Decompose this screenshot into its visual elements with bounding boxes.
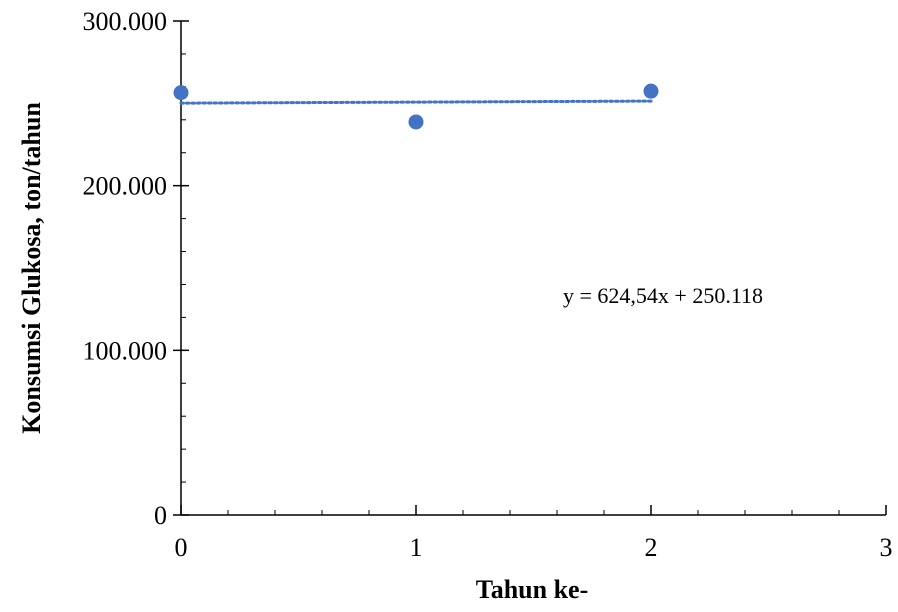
y-tick-label: 0 xyxy=(154,501,167,530)
data-point xyxy=(408,114,424,130)
data-point xyxy=(173,85,189,101)
axes xyxy=(180,21,886,516)
y-axis-title: Konsumsi Glukosa, ton/tahun xyxy=(17,102,46,434)
y-tick-label: 300.000 xyxy=(83,7,168,36)
minor-ticks xyxy=(180,20,887,516)
x-tick-label: 3 xyxy=(880,533,893,562)
trendline xyxy=(179,99,653,105)
major-ticks xyxy=(173,20,887,516)
trendline-equation: y = 624,54x + 250.118 xyxy=(563,283,763,308)
data-point xyxy=(643,83,659,99)
x-tick-label: 2 xyxy=(645,533,658,562)
x-tick-label: 1 xyxy=(410,533,423,562)
tick-labels: 0 1 2 3 0 100.000 200.000 300.000 xyxy=(83,7,893,562)
x-tick-label: 0 xyxy=(175,533,188,562)
y-tick-label: 100.000 xyxy=(83,336,168,365)
x-axis-title: Tahun ke- xyxy=(476,575,589,604)
y-tick-label: 200.000 xyxy=(83,172,168,201)
data-points xyxy=(173,83,659,130)
